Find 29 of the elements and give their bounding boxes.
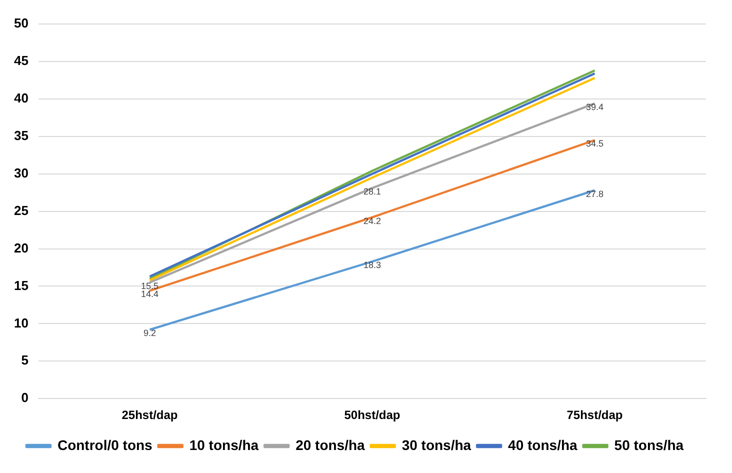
legend-label: 40 tons/ha	[508, 436, 578, 453]
x-tick-label: 75hst/dap	[566, 408, 623, 422]
y-tick-label: 50	[14, 16, 28, 31]
legend-label: 10 tons/ha	[189, 436, 259, 453]
y-tick-label: 15	[14, 278, 28, 293]
legend-label: Control/0 tons	[57, 436, 153, 453]
data-label: 9.2	[143, 328, 156, 338]
data-label: 15.5	[140, 280, 158, 291]
y-tick-label: 35	[14, 128, 28, 143]
data-label: 14.4	[140, 289, 158, 300]
data-label: 28.1	[363, 186, 381, 197]
legend-label: 20 tons/ha	[296, 436, 366, 453]
legend-label: 30 tons/ha	[402, 436, 472, 453]
y-tick-label: 25	[14, 202, 28, 218]
x-tick-label: 50hst/dap	[344, 408, 400, 422]
y-tick-label: 10	[14, 315, 28, 330]
data-label: 24.2	[363, 216, 381, 226]
y-tick-label: 40	[14, 90, 28, 106]
data-label: 39.4	[586, 102, 604, 112]
y-tick-label: 20	[14, 240, 28, 256]
y-tick-label: 0	[21, 390, 28, 406]
data-label: 34.5	[586, 138, 604, 149]
y-tick-label: 45	[14, 53, 28, 68]
data-label: 18.3	[363, 260, 381, 270]
y-tick-label: 5	[21, 352, 28, 368]
legend-label: 50 tons/ha	[614, 436, 684, 453]
y-tick-label: 30	[14, 165, 28, 180]
data-label: 27.8	[586, 188, 604, 199]
x-tick-label: 25hst/dap	[122, 408, 178, 422]
